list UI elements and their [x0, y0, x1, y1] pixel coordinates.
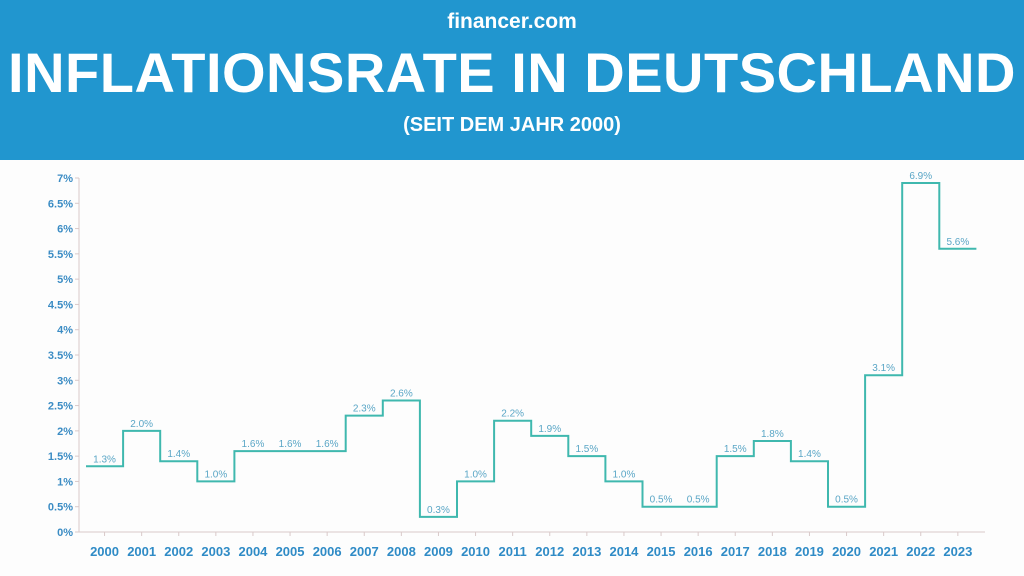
data-label: 2.6% [390, 389, 413, 400]
x-tick-label: 2022 [906, 544, 935, 559]
x-tick-label: 2006 [313, 544, 342, 559]
data-label: 3.1% [872, 363, 895, 374]
y-tick-label: 3% [57, 375, 73, 387]
y-tick-label: 6% [57, 224, 73, 236]
y-tick-label: 2% [57, 426, 73, 438]
y-tick-label: 0.5% [48, 502, 73, 514]
x-tick-label: 2010 [461, 544, 490, 559]
data-label: 1.4% [798, 449, 821, 460]
x-tick-label: 2002 [164, 544, 193, 559]
x-tick-label: 2007 [350, 544, 379, 559]
x-tick-label: 2015 [647, 544, 676, 559]
x-tick-label: 2017 [721, 544, 750, 559]
data-label: 1.5% [724, 444, 747, 455]
y-tick-label: 5.5% [48, 249, 73, 261]
data-label: 1.5% [575, 444, 598, 455]
header-banner: financer.com INFLATIONSRATE IN DEUTSCHLA… [0, 0, 1024, 160]
data-label: 5.6% [946, 237, 969, 248]
data-label: 1.6% [316, 439, 339, 450]
y-tick-label: 1.5% [48, 451, 73, 463]
brand-logo: financer.com [447, 10, 577, 33]
x-tick-label: 2009 [424, 544, 453, 559]
data-label: 2.3% [353, 404, 376, 415]
data-label: 1.9% [538, 424, 561, 435]
inflation-series-line [86, 182, 977, 518]
x-tick-label: 2011 [499, 544, 527, 559]
y-tick-label: 7% [57, 173, 73, 185]
y-tick-label: 5% [57, 274, 73, 286]
x-tick-label: 2005 [276, 544, 305, 559]
data-label: 1.3% [93, 454, 116, 465]
y-tick-label: 3.5% [48, 350, 73, 362]
x-tick-label: 2012 [535, 544, 564, 559]
x-tick-label: 2003 [201, 544, 230, 559]
x-tick-label: 2023 [943, 544, 972, 559]
y-tick-label: 4.5% [48, 299, 73, 311]
data-label: 2.0% [130, 419, 153, 430]
data-label: 2.2% [501, 409, 524, 420]
x-tick-label: 2016 [684, 544, 713, 559]
y-tick-label: 2.5% [48, 401, 73, 413]
x-tick-label: 2014 [609, 544, 639, 559]
data-label: 1.0% [204, 469, 227, 480]
x-tick-label: 2021 [869, 544, 898, 559]
data-label: 1.8% [761, 429, 784, 440]
x-tick-label: 2013 [572, 544, 601, 559]
data-label: 1.4% [167, 449, 190, 460]
data-label: 1.0% [613, 469, 636, 480]
y-tick-label: 1% [57, 476, 73, 488]
y-tick-label: 4% [57, 325, 73, 337]
x-tick-label: 2018 [758, 544, 787, 559]
y-tick-label: 0% [57, 527, 73, 539]
x-tick-label: 2019 [795, 544, 824, 559]
chart-title: INFLATIONSRATE IN DEUTSCHLAND [8, 41, 1016, 104]
y-tick-label: 6.5% [48, 198, 73, 210]
x-tick-label: 2020 [832, 544, 861, 559]
data-label: 6.9% [909, 171, 932, 182]
data-label: 0.5% [687, 495, 710, 506]
data-label: 1.6% [279, 439, 302, 450]
data-label: 1.0% [464, 469, 487, 480]
x-tick-label: 2004 [238, 544, 268, 559]
data-label: 1.6% [242, 439, 265, 450]
x-tick-label: 2008 [387, 544, 416, 559]
step-chart: 0% 0.5% 1% 1.5% 2% 2.5% 3% 3.5% 4% 4.5% 5% 5.5% 6% 6.… [48, 171, 985, 559]
chart-subtitle: (SEIT DEM JAHR 2000) [403, 114, 621, 136]
data-label: 0.5% [650, 495, 673, 506]
x-tick-label: 2000 [90, 544, 119, 559]
x-tick-label: 2001 [127, 544, 156, 559]
data-label: 0.5% [835, 495, 858, 506]
data-label: 0.3% [427, 505, 450, 516]
